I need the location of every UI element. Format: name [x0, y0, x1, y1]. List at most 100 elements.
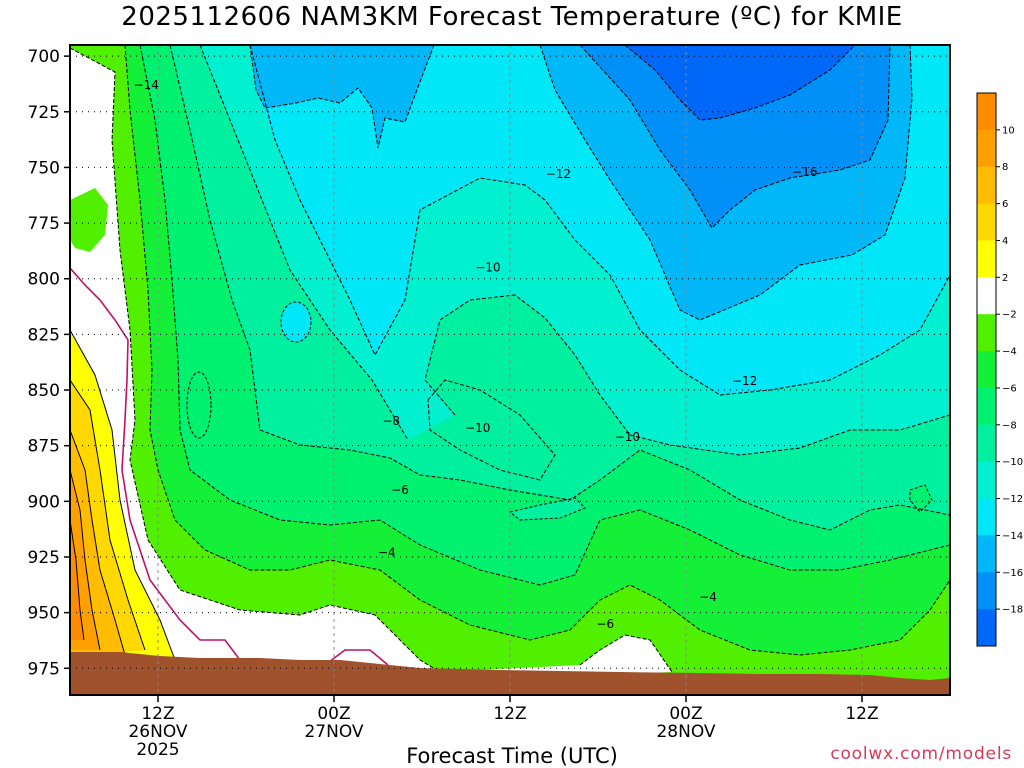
freezing-line [70, 267, 256, 669]
field-blob-850 [186, 371, 212, 439]
contour-line-14-east [539, 45, 913, 321]
contour-line-10-island [427, 379, 556, 481]
field-band-6-8 [70, 45, 950, 650]
y-tick-label: 775 [28, 214, 60, 234]
contour-warm-4 [70, 379, 146, 651]
contour-line-10 [424, 294, 950, 456]
grid-lines [70, 45, 950, 695]
colorbar-swatch [977, 277, 996, 315]
colorbar-swatch [977, 572, 996, 610]
colorbar-label: −10 [1002, 457, 1023, 468]
warm-contours [70, 267, 389, 669]
field-band-warm-10-12 [70, 520, 84, 640]
colorbar-swatch [977, 203, 996, 241]
colorbar-swatch [977, 93, 996, 131]
x-tick-label: 27NOV [304, 722, 363, 742]
colorbar-swatch [977, 424, 996, 463]
x-tick-label: 28NOV [656, 722, 715, 742]
contour-warm-8 [70, 469, 101, 651]
field-blob-900 [508, 497, 586, 521]
freezing-line-2 [324, 649, 389, 666]
contour-line-4 [124, 45, 950, 656]
contour-label: −8 [382, 414, 400, 428]
colorbar-label: −4 [1002, 347, 1017, 358]
colorbar-swatch [977, 314, 996, 352]
contour-label: −12 [546, 167, 571, 181]
x-tick-label: 00Z [669, 704, 702, 724]
colorbar-label: 4 [1002, 236, 1008, 247]
contour-line-8 [169, 45, 950, 531]
y-axis: 700 725 750 775 800 825 850 875 900 925 950 975 [28, 47, 70, 679]
colorbar-swatch [977, 351, 996, 389]
field-blob-890 [909, 484, 933, 513]
y-tick-label: 900 [28, 492, 60, 512]
colorbar-label: 10 [1002, 125, 1015, 136]
credit-link[interactable]: coolwx.com/models [830, 744, 1012, 764]
contour-warm-6 [70, 429, 126, 656]
x-tick-label: 12Z [845, 704, 878, 724]
colorbar-label: 8 [1002, 162, 1008, 173]
colorbar-label: −12 [1002, 494, 1023, 505]
y-tick-label: 875 [28, 437, 60, 457]
contour-warm-2 [70, 329, 176, 661]
colorbar-label: 6 [1002, 199, 1008, 210]
x-tick-label: 26NOV [128, 722, 187, 742]
y-tick-label: 950 [28, 604, 60, 624]
y-tick-label: 975 [28, 659, 60, 679]
x-axis-title: Forecast Time (UTC) [406, 744, 618, 768]
contour-line-2-east [579, 634, 673, 673]
contour-label: −10 [475, 261, 500, 275]
y-tick-label: 850 [28, 381, 60, 401]
contour-label: −4 [699, 590, 717, 604]
colorbar-swatch [977, 498, 996, 536]
colorbar-swatch [977, 535, 996, 573]
contour-line-16 [579, 45, 891, 229]
y-tick-label: 725 [28, 103, 60, 123]
contour-line-12 [199, 45, 409, 441]
contour-label: −4 [378, 546, 396, 560]
colorbar-label: −8 [1002, 420, 1017, 431]
colorbar-frame [976, 92, 997, 647]
contour-line-18 [624, 45, 856, 121]
colorbar-label: 2 [1002, 273, 1008, 284]
contour-label: −6 [391, 483, 409, 497]
x-tick-label: 12Z [493, 704, 526, 724]
colorbar-swatch [977, 240, 996, 278]
contour-line-14-west [249, 45, 435, 149]
x-tick-label: 2025 [136, 740, 179, 760]
contour-label: −10 [465, 421, 490, 435]
y-tick-label: 700 [28, 47, 60, 67]
contour-line-2 [70, 47, 441, 673]
field-band-14-16 [250, 45, 434, 148]
colorbar-label: −6 [1002, 383, 1017, 394]
ground-terrain [70, 652, 950, 695]
colorbar-label: −16 [1002, 568, 1023, 579]
colorbar-label: −18 [1002, 605, 1023, 616]
field-band-18-20 [625, 45, 855, 120]
contour-label: −6 [596, 617, 614, 631]
chart-title: 2025112606 NAM3KM Forecast Temperature (… [121, 2, 903, 32]
field-band-16-18 [580, 45, 890, 228]
colorbar-swatch [977, 387, 996, 426]
colorbar-label: −14 [1002, 531, 1023, 542]
contour-lines [70, 45, 950, 673]
colorbar-label: −2 [1002, 310, 1017, 321]
y-tick-label: 800 [28, 270, 60, 290]
contour-line-12-east [249, 45, 950, 396]
field-blob-upper-left [70, 188, 108, 252]
x-tick-label: 12Z [141, 704, 174, 724]
y-tick-label: 750 [28, 158, 60, 178]
contour-warm-10 [70, 519, 85, 641]
contour-label: −10 [615, 430, 640, 444]
x-tick-label: 00Z [317, 704, 350, 724]
colorbar-swatch [977, 461, 996, 500]
contour-label: −12 [732, 374, 757, 388]
colorbar: 10 8 6 4 2 −2 −4 −6 −8 −10 −12 −14 −16 −18 [976, 92, 1023, 647]
contour-label: −16 [792, 165, 817, 179]
colorbar-swatch [977, 609, 996, 647]
contour-label: −14 [134, 78, 159, 92]
colorbar-swatch [977, 166, 996, 205]
colorbar-swatch [977, 129, 996, 168]
